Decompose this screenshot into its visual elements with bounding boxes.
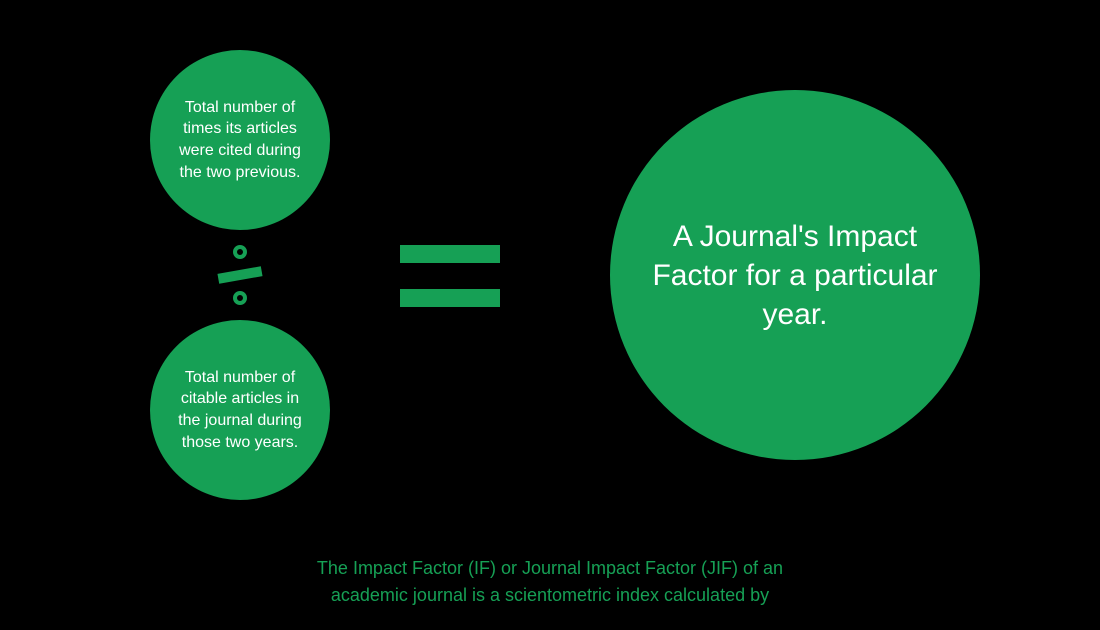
caption-line-1: The Impact Factor (IF) or Journal Impact…: [0, 555, 1100, 582]
denominator-circle: Total number of citable articles in the …: [150, 320, 330, 500]
equals-bar-top: [400, 245, 500, 263]
division-icon: [220, 245, 260, 305]
caption: The Impact Factor (IF) or Journal Impact…: [0, 555, 1100, 609]
numerator-text: Total number of times its articles were …: [170, 97, 310, 183]
division-bar: [217, 266, 262, 283]
result-text: A Journal's Impact Factor for a particul…: [650, 217, 940, 334]
division-dot-bottom: [233, 291, 247, 305]
result-circle: A Journal's Impact Factor for a particul…: [610, 90, 980, 460]
equals-bar-bottom: [400, 289, 500, 307]
denominator-text: Total number of citable articles in the …: [170, 367, 310, 453]
division-dot-top: [233, 245, 247, 259]
equals-icon: [400, 245, 500, 305]
numerator-circle: Total number of times its articles were …: [150, 50, 330, 230]
caption-line-2: academic journal is a scientometric inde…: [0, 582, 1100, 609]
